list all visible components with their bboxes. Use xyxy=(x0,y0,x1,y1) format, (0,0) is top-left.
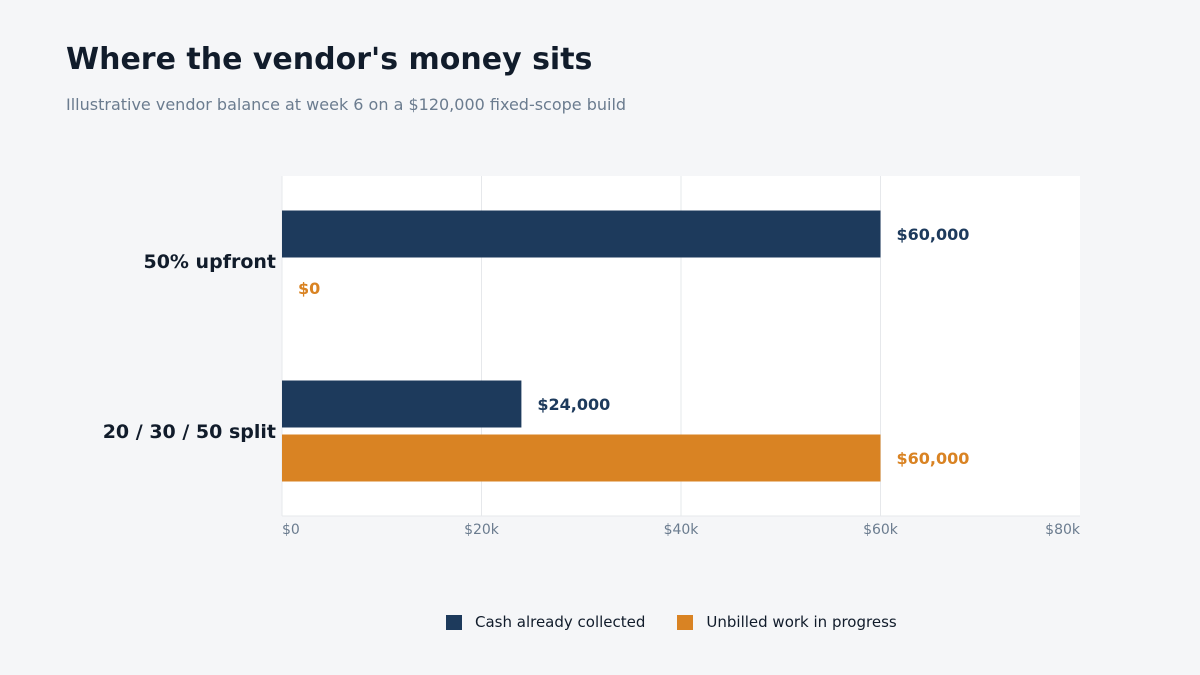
data-label: $0 xyxy=(298,279,320,298)
x-tick-label: $20k xyxy=(464,522,500,538)
legend-swatch-unbilled xyxy=(677,614,694,630)
data-label: $60,000 xyxy=(897,449,970,468)
data-label: $60,000 xyxy=(897,225,970,244)
x-tick-label: $80k xyxy=(1045,522,1081,538)
page-title: Where the vendor's money sits xyxy=(66,42,593,77)
x-tick-label: $60k xyxy=(863,522,899,538)
bar-cash-collected xyxy=(282,210,881,258)
chart-legend: Cash already collected Unbilled work in … xyxy=(446,613,929,631)
data-label: $24,000 xyxy=(537,395,610,414)
legend-swatch-collected xyxy=(446,614,462,630)
bar-cash-collected xyxy=(282,380,522,428)
legend-label-unbilled: Unbilled work in progress xyxy=(706,613,897,631)
x-tick-label: $40k xyxy=(664,522,700,538)
x-tick-label: $0 xyxy=(282,522,300,538)
legend-label-collected: Cash already collected xyxy=(475,613,646,631)
legend-item-collected: Cash already collected xyxy=(446,613,645,631)
category-label: 50% upfront xyxy=(143,251,276,273)
legend-item-unbilled: Unbilled work in progress xyxy=(677,613,897,631)
page-subtitle: Illustrative vendor balance at week 6 on… xyxy=(66,95,627,114)
category-label: 20 / 30 / 50 split xyxy=(103,421,276,443)
bar-unbilled-work xyxy=(282,434,881,482)
